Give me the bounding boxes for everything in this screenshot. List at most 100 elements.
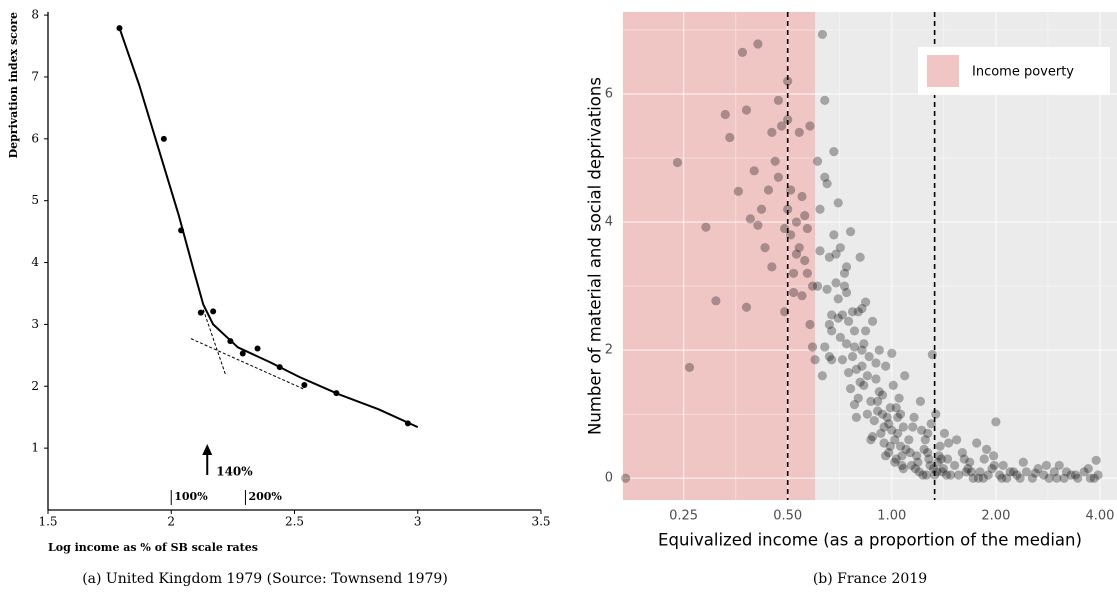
point: [737, 47, 748, 57]
point: [972, 438, 982, 448]
point: [753, 39, 763, 49]
point: [887, 425, 897, 435]
y-tick-label: 8: [31, 8, 39, 22]
point: [815, 204, 825, 214]
point: [197, 309, 204, 316]
point: [897, 451, 907, 461]
point: [855, 377, 865, 387]
point: [837, 310, 848, 320]
point: [827, 326, 837, 336]
point: [857, 345, 867, 355]
point: [783, 204, 793, 214]
point: [839, 281, 850, 291]
point: [797, 191, 807, 202]
point: [895, 441, 906, 451]
point: [1033, 464, 1043, 474]
point: [981, 444, 992, 455]
point: [857, 303, 867, 314]
point: [866, 396, 876, 406]
y-tick-label: 2: [31, 379, 39, 393]
point: [835, 243, 845, 253]
point: [953, 470, 964, 480]
point: [994, 470, 1005, 480]
point: [885, 403, 895, 413]
point: [1008, 467, 1019, 477]
y-tick-label: 3: [31, 317, 39, 331]
point: [914, 467, 924, 477]
point: [841, 339, 852, 349]
x-tick-label: 3.5: [531, 515, 550, 529]
point: [877, 390, 888, 400]
point: [1002, 473, 1012, 483]
point: [711, 296, 721, 306]
point: [859, 380, 869, 390]
point: [884, 419, 894, 429]
point: [879, 438, 889, 448]
point: [912, 451, 922, 461]
point: [1073, 473, 1083, 483]
point: [815, 246, 825, 256]
point: [877, 409, 888, 419]
point: [783, 76, 793, 86]
point: [908, 422, 918, 432]
point: [827, 355, 837, 365]
y-axis-label: Number of material and social deprivatio…: [586, 77, 605, 435]
point: [1059, 473, 1069, 483]
point: [1039, 470, 1049, 480]
point: [822, 284, 832, 294]
point: [983, 470, 993, 480]
point: [893, 412, 903, 422]
point: [847, 307, 858, 317]
x-tick-label: 2.5: [285, 515, 304, 529]
point: [1085, 473, 1095, 483]
point: [301, 382, 308, 389]
point: [783, 114, 793, 125]
point: [847, 351, 858, 362]
point: [794, 243, 804, 253]
point: [822, 179, 832, 189]
point: [760, 243, 770, 253]
point: [913, 457, 923, 467]
point: [869, 415, 879, 426]
point: [874, 387, 884, 397]
point: [1083, 464, 1093, 474]
point: [802, 268, 812, 278]
point: [684, 362, 695, 373]
caption: (b) France 2019: [813, 571, 927, 587]
point: [794, 127, 804, 137]
annotation: 100%: [174, 490, 208, 503]
point: [1044, 473, 1054, 483]
point: [909, 412, 919, 422]
point: [767, 262, 777, 272]
point: [987, 464, 997, 474]
point: [919, 444, 929, 455]
point: [841, 262, 852, 272]
annotation: 140%: [216, 465, 253, 479]
point: [867, 316, 878, 326]
point: [901, 444, 911, 455]
point: [879, 422, 889, 432]
point: [829, 230, 839, 240]
point: [939, 428, 950, 438]
point: [812, 156, 823, 166]
x-tick-label: 2: [167, 515, 175, 529]
point: [820, 95, 830, 105]
point: [841, 287, 852, 298]
point: [788, 268, 799, 278]
point: [973, 473, 983, 483]
point: [873, 396, 883, 406]
curve: [118, 27, 419, 429]
point: [917, 425, 927, 435]
legend-key: [927, 55, 959, 87]
point: [843, 367, 854, 378]
point: [989, 460, 999, 471]
y-tick-label: 6: [605, 86, 613, 101]
point: [932, 467, 942, 477]
point: [820, 172, 830, 182]
point: [820, 342, 830, 352]
legend-label: Income poverty: [972, 65, 1074, 80]
x-tick-label: 1.00: [877, 509, 906, 524]
point: [824, 252, 834, 262]
point: [725, 132, 735, 143]
